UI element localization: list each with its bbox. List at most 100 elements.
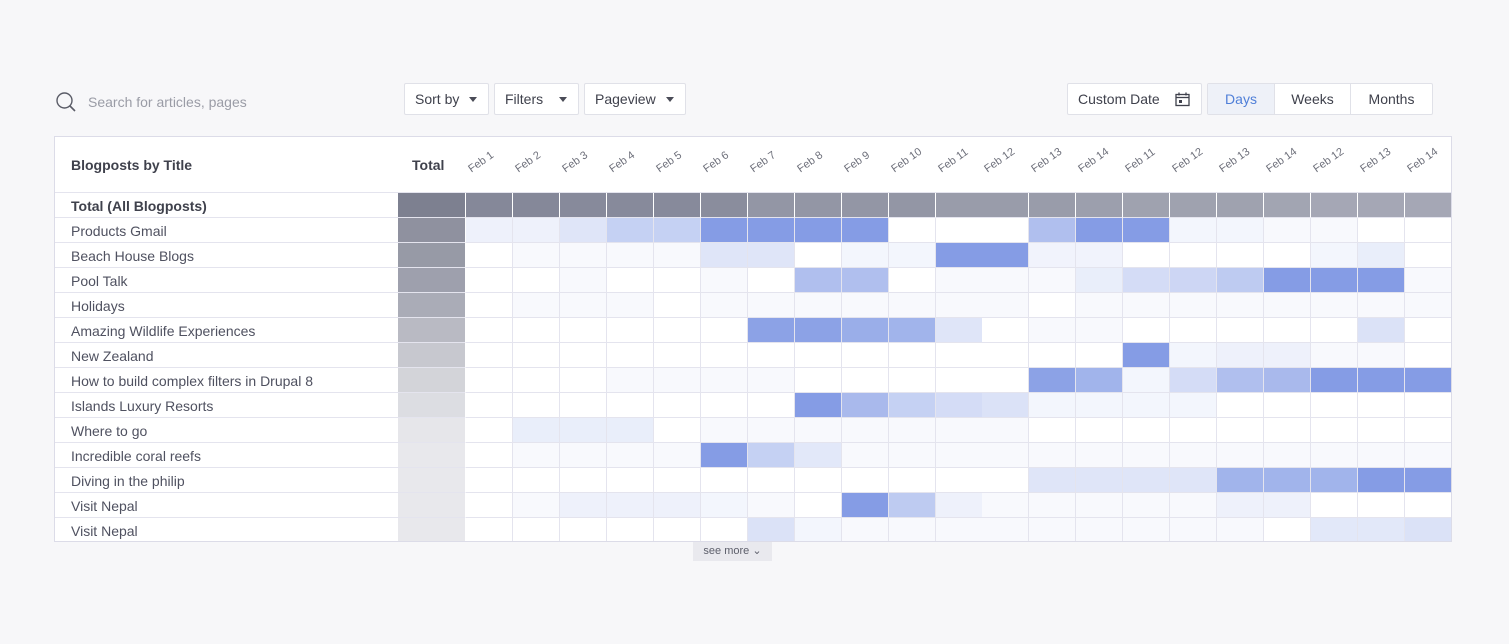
heat-cell[interactable]: [1358, 368, 1406, 393]
heat-cell[interactable]: [700, 243, 748, 268]
heat-cell[interactable]: [466, 193, 513, 218]
heat-cell[interactable]: [841, 368, 889, 393]
heat-cell[interactable]: [1311, 393, 1359, 418]
heat-cell[interactable]: [1076, 393, 1124, 418]
heat-cell[interactable]: [512, 468, 560, 493]
heat-cell[interactable]: [559, 468, 607, 493]
row-label[interactable]: How to build complex filters in Drupal 8: [71, 373, 313, 389]
heat-cell[interactable]: [700, 193, 748, 218]
heat-cell[interactable]: [559, 343, 607, 368]
heat-cell[interactable]: [1123, 393, 1171, 418]
heat-cell[interactable]: [512, 193, 560, 218]
heat-cell[interactable]: [982, 343, 1030, 368]
heat-cell[interactable]: [1358, 243, 1406, 268]
pageview-dropdown[interactable]: Pageview: [584, 83, 686, 115]
heat-cell[interactable]: [700, 368, 748, 393]
heat-cell[interactable]: [1123, 318, 1171, 343]
heat-cell[interactable]: [1405, 418, 1451, 443]
heat-cell[interactable]: [794, 193, 842, 218]
heat-cell[interactable]: [935, 368, 983, 393]
heat-cell[interactable]: [935, 518, 983, 541]
heat-cell[interactable]: [512, 343, 560, 368]
heat-cell[interactable]: [1311, 268, 1359, 293]
heat-cell[interactable]: [1123, 418, 1171, 443]
heat-cell[interactable]: [1170, 393, 1218, 418]
heat-cell[interactable]: [653, 243, 701, 268]
heat-cell[interactable]: [1264, 218, 1312, 243]
heat-cell[interactable]: [888, 318, 936, 343]
heat-cell[interactable]: [653, 343, 701, 368]
heat-cell[interactable]: [1405, 493, 1451, 518]
heat-cell[interactable]: [1029, 443, 1077, 468]
row-label[interactable]: Incredible coral reefs: [71, 448, 201, 464]
heat-cell[interactable]: [888, 268, 936, 293]
heat-cell[interactable]: [794, 218, 842, 243]
heat-cell[interactable]: [794, 393, 842, 418]
heat-cell[interactable]: [841, 518, 889, 541]
heat-cell[interactable]: [700, 493, 748, 518]
tab-days[interactable]: Days: [1208, 84, 1275, 114]
heat-cell[interactable]: [1217, 343, 1265, 368]
heat-cell[interactable]: [1170, 493, 1218, 518]
filters-dropdown[interactable]: Filters: [494, 83, 579, 115]
heat-cell[interactable]: [1264, 343, 1312, 368]
heat-cell[interactable]: [935, 393, 983, 418]
heat-cell[interactable]: [606, 268, 654, 293]
heat-cell[interactable]: [1123, 343, 1171, 368]
heat-cell[interactable]: [1264, 293, 1312, 318]
heat-cell[interactable]: [888, 468, 936, 493]
heat-cell[interactable]: [841, 418, 889, 443]
heat-cell[interactable]: [794, 293, 842, 318]
heat-cell[interactable]: [794, 368, 842, 393]
heat-cell[interactable]: [1358, 193, 1406, 218]
heat-cell[interactable]: [700, 268, 748, 293]
row-label[interactable]: Islands Luxury Resorts: [71, 398, 214, 414]
heat-cell[interactable]: [700, 293, 748, 318]
heat-cell[interactable]: [466, 393, 513, 418]
heat-cell[interactable]: [1029, 518, 1077, 541]
heat-cell[interactable]: [1358, 293, 1406, 318]
heat-cell[interactable]: [559, 368, 607, 393]
heat-cell[interactable]: [1405, 368, 1451, 393]
heat-cell[interactable]: [935, 268, 983, 293]
heat-cell[interactable]: [1217, 243, 1265, 268]
heat-cell[interactable]: [1311, 218, 1359, 243]
heat-cell[interactable]: [466, 318, 513, 343]
heat-cell[interactable]: [559, 443, 607, 468]
heat-cell[interactable]: [935, 468, 983, 493]
heat-cell[interactable]: [700, 218, 748, 243]
heat-cell[interactable]: [606, 443, 654, 468]
heat-cell[interactable]: [888, 493, 936, 518]
heat-cell[interactable]: [1311, 293, 1359, 318]
heat-cell[interactable]: [1029, 318, 1077, 343]
heat-cell[interactable]: [1170, 418, 1218, 443]
heat-cell[interactable]: [1358, 318, 1406, 343]
heat-cell[interactable]: [512, 218, 560, 243]
heat-cell[interactable]: [888, 343, 936, 368]
heat-cell[interactable]: [1123, 193, 1171, 218]
heat-cell[interactable]: [1311, 343, 1359, 368]
heat-cell[interactable]: [888, 393, 936, 418]
heat-cell[interactable]: [700, 318, 748, 343]
heat-cell[interactable]: [841, 493, 889, 518]
heat-cell[interactable]: [1405, 343, 1451, 368]
heat-cell[interactable]: [841, 443, 889, 468]
heat-cell[interactable]: [466, 268, 513, 293]
heat-cell[interactable]: [653, 268, 701, 293]
heat-cell[interactable]: [982, 493, 1030, 518]
heat-cell[interactable]: [1076, 193, 1124, 218]
heat-cell[interactable]: [747, 293, 795, 318]
heat-cell[interactable]: [1029, 193, 1077, 218]
heat-cell[interactable]: [512, 418, 560, 443]
heat-cell[interactable]: [559, 418, 607, 443]
heat-cell[interactable]: [1123, 368, 1171, 393]
heat-cell[interactable]: [1358, 218, 1406, 243]
row-label[interactable]: Pool Talk: [71, 273, 128, 289]
heat-cell[interactable]: [888, 218, 936, 243]
heat-cell[interactable]: [1217, 293, 1265, 318]
heat-cell[interactable]: [1029, 493, 1077, 518]
heat-cell[interactable]: [1264, 268, 1312, 293]
heat-cell[interactable]: [1029, 218, 1077, 243]
heat-cell[interactable]: [1170, 243, 1218, 268]
heat-cell[interactable]: [653, 218, 701, 243]
